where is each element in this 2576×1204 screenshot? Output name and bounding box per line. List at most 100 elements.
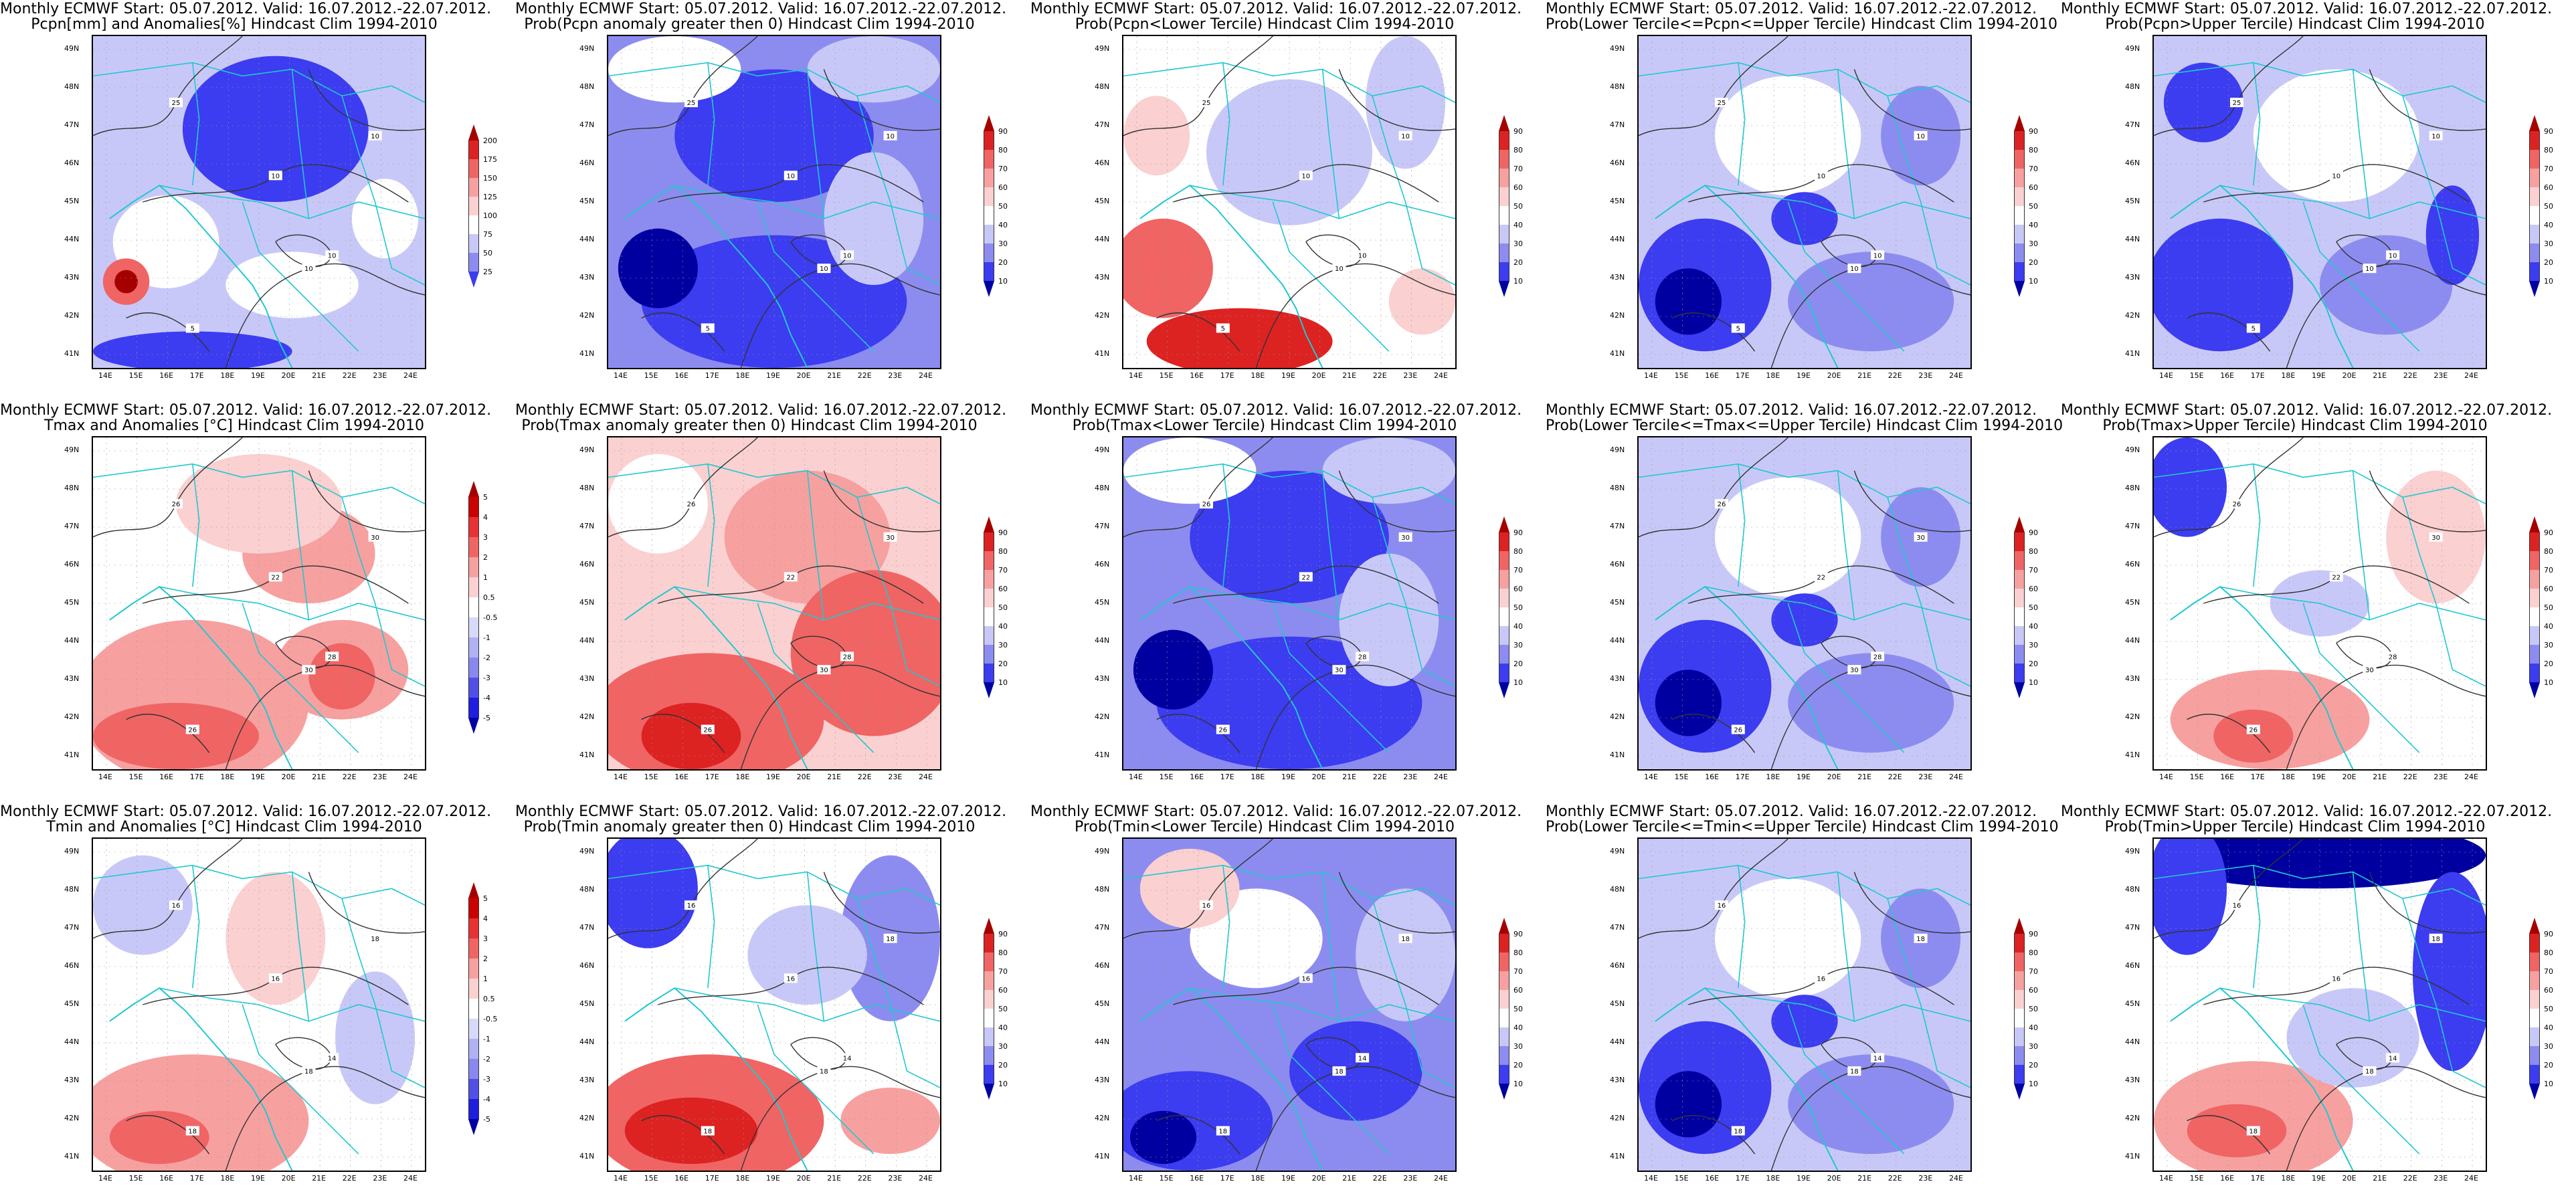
longitude-label: 24E [919,371,933,380]
colorbar-segment [468,938,479,959]
longitude-label: 22E [857,773,872,781]
longitude-label: 19E [2312,773,2326,781]
latitude-label: 46N [579,961,595,970]
latitude-label: 48N [1610,885,1625,894]
contour-line [823,872,940,934]
colorbar: 90 80 70 60 50 40 30 20 10 [1499,115,1523,297]
contour-label: 5 [1731,323,1745,333]
contour-label: 16 [1200,900,1213,910]
latitude-label: 48N [1610,484,1625,492]
country-border [806,470,825,620]
longitude-label: 21E [2373,1174,2387,1183]
latitude-label: 45N [64,197,80,205]
latitude-label: 44N [2125,1037,2140,1046]
latitude-label: 49N [579,847,595,856]
svg-text:22: 22 [1817,574,1825,581]
longitude-label: 24E [2464,371,2478,380]
contour-line [823,69,940,131]
field-shade [1715,76,1861,196]
panel-title-line2: Prob(Lower Tercile<=Tmin<=Upper Tercile)… [1546,819,2059,835]
longitude-label: 16E [2220,773,2235,781]
contour-label: 30 [817,665,831,675]
latitude-label: 42N [1610,712,1625,721]
longitude-label: 22E [857,371,872,380]
svg-text:18: 18 [886,936,895,943]
country-border [1837,69,1855,219]
contour-label: 14 [840,1053,854,1063]
svg-text:26: 26 [1218,726,1227,734]
latitude-label: 41N [579,349,595,358]
colorbar-tick-label: 25 [483,268,492,276]
colorbar-segment [984,131,994,150]
svg-text:26: 26 [2233,501,2241,508]
latitude-label: 44N [579,235,595,243]
country-border [1321,69,1340,219]
map-field: 16 16 18 18 14 18 [607,837,941,1172]
longitude-label: 18E [1251,371,1265,380]
colorbar-tick-label: 20 [2544,258,2553,267]
colorbar-segment [2529,225,2540,243]
colorbar-segment [468,1099,479,1119]
colorbar-tick-label: 10 [2544,277,2553,286]
colorbar-tick-label: 0.5 [483,995,495,1003]
latitude-label: 46N [579,560,595,569]
contour-label: 10 [817,264,831,274]
contour-line [1156,714,1240,753]
coastline [2170,184,2354,368]
colorbar-top-arrow [1499,115,1509,131]
contour-line [126,1115,210,1155]
contour-label: 25 [1715,98,1728,108]
map-field: 26 22 30 30 28 26 [92,436,426,771]
colorbar-segment [2014,952,2025,971]
longitude-label: 21E [2373,773,2387,781]
colorbar-tick-label: 30 [1513,239,1523,248]
longitude-label: 17E [705,1174,719,1183]
colorbar-tick-label: -3 [483,674,490,682]
contour-label: 16 [169,900,183,910]
field-shade [2412,872,2486,1072]
latitude-label: 47N [64,923,80,932]
contour-label: 25 [2230,98,2243,108]
contour-line [2369,69,2486,131]
longitude-label: 17E [2250,1174,2265,1183]
field-svg: 26 22 30 30 28 26 [1123,437,1455,769]
longitude-label: 14E [1129,371,1143,380]
contour-line [1671,714,1756,753]
coastline [2170,987,2354,1171]
country-border [192,464,200,587]
colorbar-tick-label: 70 [1513,566,1523,575]
svg-text:18: 18 [1218,1128,1227,1135]
svg-text:18: 18 [1335,1068,1344,1076]
svg-text:26: 26 [1202,501,1211,508]
colorbar-segment [468,617,479,637]
country-border [2220,586,2486,621]
field-svg: 25 10 10 10 10 5 [1123,36,1455,368]
colorbar-tick-label: 70 [2029,165,2038,173]
contour-line [1338,872,1455,934]
colorbar-segment [2014,262,2025,281]
colorbar-tick-label: -5 [483,714,490,722]
latitude-label: 46N [2125,159,2140,167]
map-field: 25 10 10 10 10 5 [2152,35,2487,369]
panel-title-line2: Prob(Tmax>Upper Tercile) Hindcast Clim 1… [2102,417,2488,434]
colorbar-tick-label: 50 [1513,1005,1523,1013]
panel-title-line2: Prob(Tmax<Lower Tercile) Hindcast Clim 1… [1072,417,1457,434]
latitude-label: 48N [64,484,80,492]
field-svg: 25 10 10 10 10 5 [93,36,425,368]
country-border [1787,1004,1905,1155]
latitude-label: 49N [2125,847,2140,856]
country-border [242,1004,359,1155]
field-shade [1146,308,1333,368]
colorbar-tick-label: 90 [998,528,1008,537]
colorbar-tick-label: 60 [998,986,1008,995]
field-shade [790,570,940,736]
latitude-label: 46N [1095,961,1110,970]
colorbar-tick-label: 50 [2544,603,2553,612]
country-border [1705,586,1970,621]
svg-text:25: 25 [687,100,696,107]
colorbar-segment [2014,206,2025,225]
longitude-label: 20E [1827,371,1841,380]
colorbar: 90 80 70 60 50 40 30 20 10 [2014,115,2038,297]
colorbar-tick-label: 10 [1513,1080,1523,1088]
country-border [1639,463,1970,504]
